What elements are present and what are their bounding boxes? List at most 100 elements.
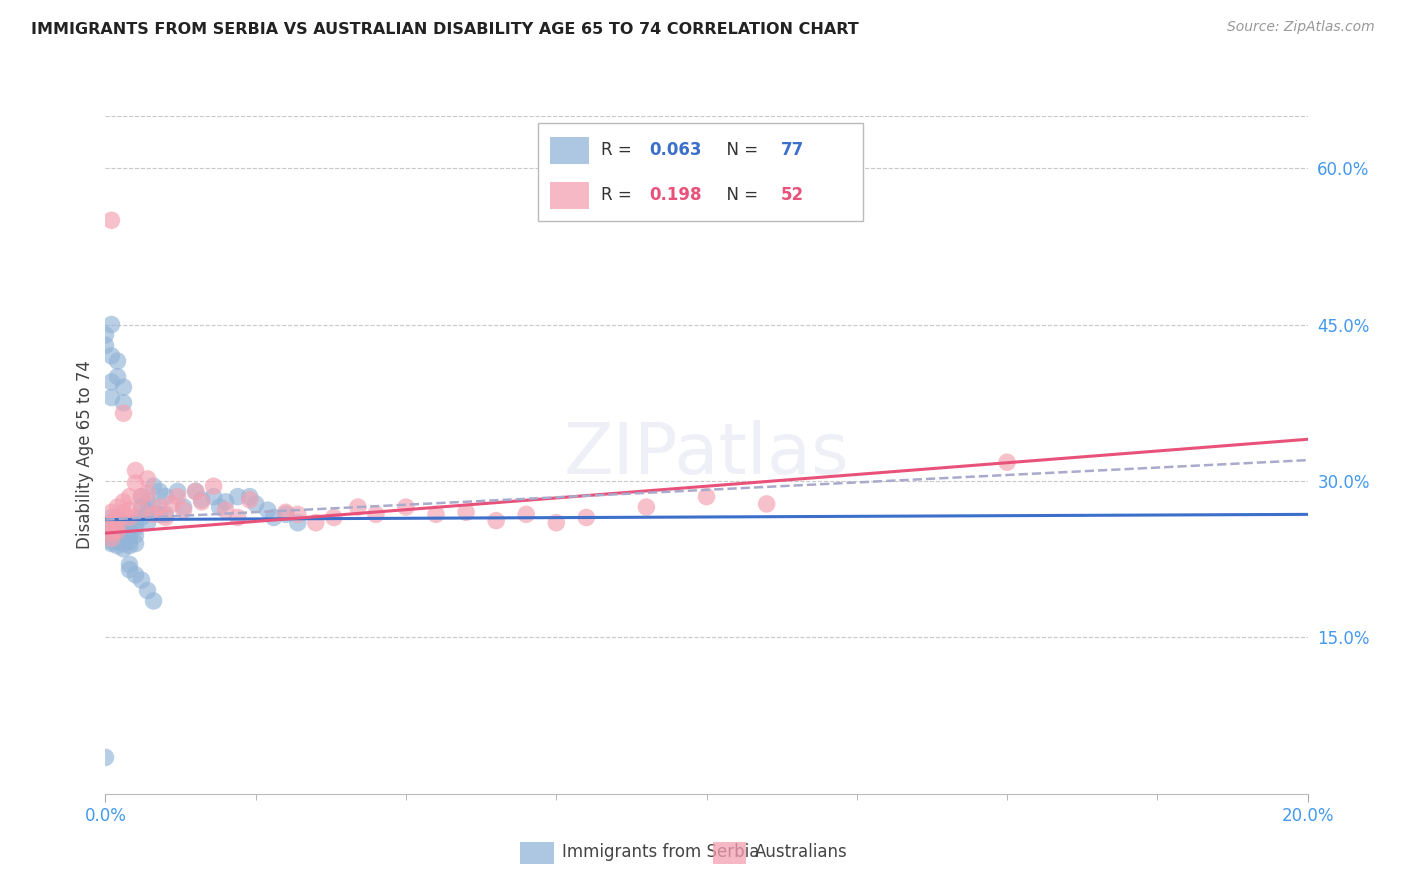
Point — [148, 484, 170, 499]
Point — [136, 505, 159, 519]
Point — [173, 503, 195, 517]
Point — [100, 517, 122, 532]
Bar — [550, 182, 589, 209]
Point — [112, 521, 135, 535]
Point — [118, 558, 141, 572]
Point — [696, 490, 718, 504]
Point — [118, 528, 141, 542]
Point — [100, 532, 122, 546]
Point — [155, 510, 177, 524]
Point — [136, 583, 159, 598]
Point — [100, 375, 122, 389]
Point — [100, 532, 122, 546]
Point — [118, 510, 141, 524]
Bar — [520, 842, 554, 863]
Point — [166, 490, 188, 504]
Point — [100, 516, 122, 530]
Point — [274, 505, 297, 519]
Point — [100, 528, 122, 542]
Point — [131, 490, 153, 504]
Point — [112, 396, 135, 410]
Point — [305, 516, 328, 530]
Point — [107, 369, 129, 384]
Point — [575, 510, 598, 524]
Point — [100, 505, 122, 519]
Text: ZIPatlas: ZIPatlas — [564, 420, 849, 490]
Text: 0.198: 0.198 — [648, 186, 702, 204]
Point — [202, 479, 225, 493]
FancyBboxPatch shape — [538, 123, 863, 221]
Point — [136, 472, 159, 486]
Point — [118, 503, 141, 517]
Point — [118, 516, 141, 530]
Bar — [550, 136, 589, 164]
Point — [245, 497, 267, 511]
Point — [100, 516, 122, 530]
Point — [112, 495, 135, 509]
Point — [208, 500, 231, 514]
Point — [184, 484, 207, 499]
Text: 77: 77 — [782, 141, 804, 160]
Point — [100, 510, 122, 524]
Point — [995, 455, 1018, 469]
Point — [131, 500, 153, 514]
Point — [112, 505, 135, 519]
Text: Immigrants from Serbia: Immigrants from Serbia — [562, 843, 759, 861]
Point — [124, 514, 146, 528]
Point — [755, 497, 778, 511]
Point — [100, 349, 122, 363]
Point — [166, 484, 188, 499]
Point — [287, 516, 309, 530]
Point — [112, 526, 135, 541]
Point — [256, 503, 278, 517]
Point — [112, 406, 135, 420]
Point — [202, 490, 225, 504]
Point — [395, 500, 418, 514]
Point — [124, 464, 146, 478]
Point — [100, 536, 122, 550]
Point — [148, 508, 170, 522]
Point — [112, 532, 135, 546]
Bar — [713, 842, 747, 863]
Point — [239, 492, 262, 507]
Point — [112, 380, 135, 394]
Point — [94, 750, 117, 764]
Point — [515, 508, 537, 522]
Point — [131, 490, 153, 504]
Point — [454, 505, 477, 519]
Text: Source: ZipAtlas.com: Source: ZipAtlas.com — [1227, 20, 1375, 34]
Point — [142, 479, 165, 493]
Text: Australians: Australians — [755, 843, 848, 861]
Text: R =: R = — [600, 141, 637, 160]
Point — [142, 594, 165, 608]
Point — [124, 528, 146, 542]
Point — [425, 508, 447, 522]
Point — [142, 508, 165, 522]
Point — [131, 503, 153, 517]
Point — [142, 500, 165, 514]
Point — [214, 495, 236, 509]
Point — [100, 521, 122, 535]
Point — [190, 492, 212, 507]
Point — [190, 495, 212, 509]
Point — [136, 495, 159, 509]
Point — [94, 328, 117, 343]
Point — [347, 500, 370, 514]
Point — [226, 510, 249, 524]
Point — [124, 567, 146, 582]
Point — [107, 532, 129, 546]
Point — [173, 500, 195, 514]
Point — [322, 510, 344, 524]
Point — [118, 490, 141, 504]
Text: N =: N = — [716, 141, 763, 160]
Point — [100, 521, 122, 535]
Point — [94, 338, 117, 352]
Point — [118, 539, 141, 553]
Point — [124, 536, 146, 550]
Point — [107, 517, 129, 532]
Text: R =: R = — [600, 186, 637, 204]
Point — [112, 517, 135, 532]
Point — [107, 539, 129, 553]
Point — [112, 536, 135, 550]
Point — [136, 486, 159, 500]
